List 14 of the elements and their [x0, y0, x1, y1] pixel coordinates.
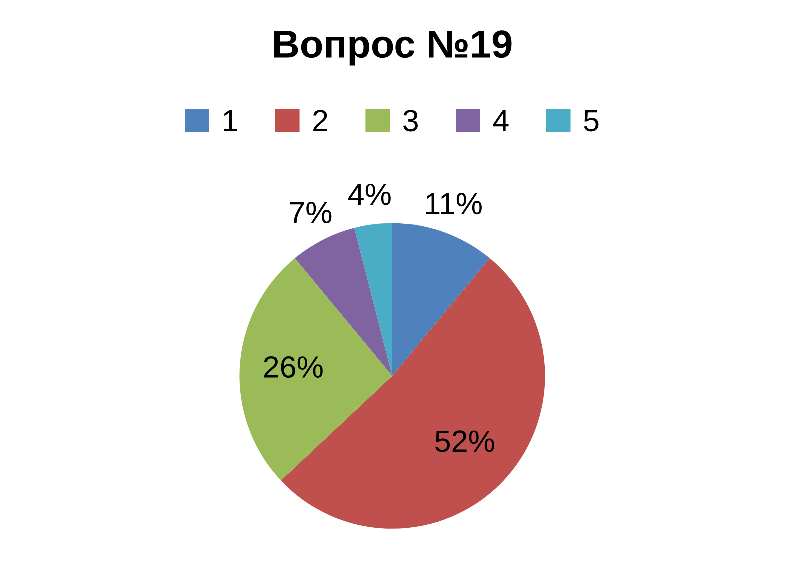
data-label: 4%	[348, 184, 391, 206]
chart-title: Вопрос №19	[274, 30, 512, 66]
data-label: 26%	[264, 356, 323, 378]
legend-label: 2	[314, 110, 328, 132]
data-label: 52%	[436, 430, 494, 452]
legend-label: 1	[224, 110, 238, 132]
pie-slice	[240, 258, 392, 481]
data-label: 7%	[290, 202, 332, 224]
legend-label: 5	[584, 110, 599, 132]
legend-label: 4	[493, 110, 509, 132]
data-label: 11%	[426, 193, 482, 215]
pie-slice	[392, 223, 490, 376]
legend-label: 3	[404, 110, 418, 132]
pie-slice	[354, 223, 392, 376]
